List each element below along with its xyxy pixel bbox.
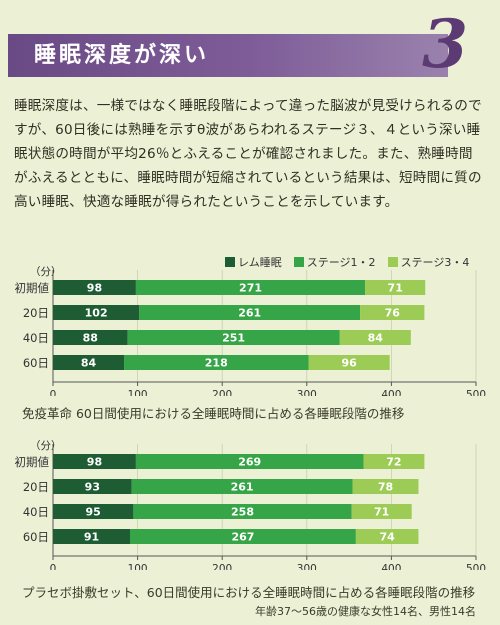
data-label: 251 [222, 332, 245, 345]
bar-segment [129, 529, 356, 544]
category-label: 60日 [23, 530, 49, 544]
data-label: 84 [368, 332, 384, 345]
bar-segment [124, 355, 309, 370]
tick-label: 500 [466, 563, 486, 570]
bar-segment [127, 330, 340, 345]
legend-item-stage34: ステージ3・4 [387, 254, 470, 270]
legend-swatch-stage34 [387, 257, 398, 267]
category-label: 20日 [23, 480, 49, 494]
legend-swatch-stage12 [293, 257, 304, 267]
bar-segment [53, 479, 132, 494]
bar-segment [360, 305, 425, 320]
bar-segment [53, 454, 136, 469]
data-label: 76 [385, 307, 401, 320]
data-label: 91 [84, 531, 99, 544]
bar-segment [131, 479, 353, 494]
body-paragraph: 睡眠深度は、一様ではなく睡眠段階によって違った脳波が見受けられるのですが、60日… [14, 98, 482, 210]
data-label: 78 [378, 481, 393, 494]
tick-label: 200 [212, 563, 232, 570]
legend-label-stage12: ステージ1・2 [306, 256, 376, 269]
data-label: 96 [341, 357, 357, 370]
tick-label: 500 [466, 389, 486, 396]
chart-caption-2: プラセボ掛敷セット、60日間使用における全睡眠時間に占める各睡眠段階の推移 [22, 585, 476, 600]
data-label: 71 [374, 506, 389, 519]
category-label: 初期値 [15, 281, 50, 295]
chart-immune-revolution: （分） 0 100 200 300 400 500 初期値 98 271 71 20日 102 261 76… [15, 266, 487, 396]
bar-segment [365, 280, 426, 295]
bar-segment [135, 454, 364, 469]
section-header: 睡眠深度が深い [8, 34, 448, 77]
tick-label: 400 [381, 563, 401, 570]
data-label: 74 [380, 531, 396, 544]
category-label: 20日 [23, 306, 49, 320]
tick-label: 300 [297, 389, 317, 396]
data-label: 269 [238, 456, 261, 469]
legend-item-rem: レム睡眠 [225, 254, 282, 270]
bar-segment [308, 355, 390, 370]
data-label: 72 [386, 456, 401, 469]
data-label: 261 [238, 307, 261, 320]
data-label: 98 [87, 456, 102, 469]
bar-segment [351, 504, 412, 519]
bar-segment [339, 330, 411, 345]
bar-segment [53, 330, 128, 345]
bar-segment [135, 280, 366, 295]
subject-note: 年齢37〜56歳の健康な女性14名、男性14名 [255, 605, 476, 618]
tick-label: 200 [212, 389, 232, 396]
bar-segment [53, 280, 136, 295]
bar-segment [355, 529, 419, 544]
tick-label: 100 [128, 389, 148, 396]
tick-label: 100 [128, 563, 148, 570]
bar-segment [139, 305, 361, 320]
bar-segment [363, 454, 425, 469]
data-label: 98 [87, 282, 102, 295]
data-label: 218 [205, 357, 228, 370]
data-label: 258 [231, 506, 254, 519]
data-label: 267 [231, 531, 254, 544]
data-label: 102 [85, 307, 108, 320]
bar-segment [53, 355, 125, 370]
data-label: 93 [85, 481, 100, 494]
unit-label: （分） [30, 440, 62, 452]
data-label: 261 [231, 481, 254, 494]
tick-label: 0 [50, 389, 57, 396]
bar-segment [133, 504, 352, 519]
section-number: 3 [422, 5, 468, 83]
bar-segment [53, 305, 140, 320]
category-label: 初期値 [15, 455, 50, 469]
data-label: 71 [388, 282, 403, 295]
chart-placebo: （分） 0 100 200 300 400 500 初期値 98 269 72 20日 93 261 78 4… [15, 440, 487, 570]
data-label: 88 [83, 332, 98, 345]
legend-label-rem: レム睡眠 [238, 256, 282, 269]
legend-label-stage34: ステージ3・4 [400, 256, 470, 269]
bar-segment [53, 504, 134, 519]
data-label: 271 [239, 282, 262, 295]
category-label: 40日 [23, 331, 49, 345]
tick-label: 0 [50, 563, 57, 570]
legend-item-stage12: ステージ1・2 [293, 254, 376, 270]
unit-label: （分） [30, 266, 62, 278]
data-label: 95 [86, 506, 101, 519]
chart-legend: レム睡眠 ステージ1・2 ステージ3・4 [225, 254, 481, 270]
section-title: 睡眠深度が深い [34, 43, 210, 68]
bar-segment [352, 479, 419, 494]
category-label: 40日 [23, 505, 49, 519]
chart-caption-1: 免疫革命 60日間使用における全睡眠時間に占める各睡眠段階の推移 [22, 406, 405, 421]
data-label: 84 [81, 357, 97, 370]
tick-label: 400 [381, 389, 401, 396]
tick-label: 300 [297, 563, 317, 570]
legend-swatch-rem [225, 257, 235, 267]
category-label: 60日 [23, 356, 49, 370]
bar-segment [53, 529, 130, 544]
